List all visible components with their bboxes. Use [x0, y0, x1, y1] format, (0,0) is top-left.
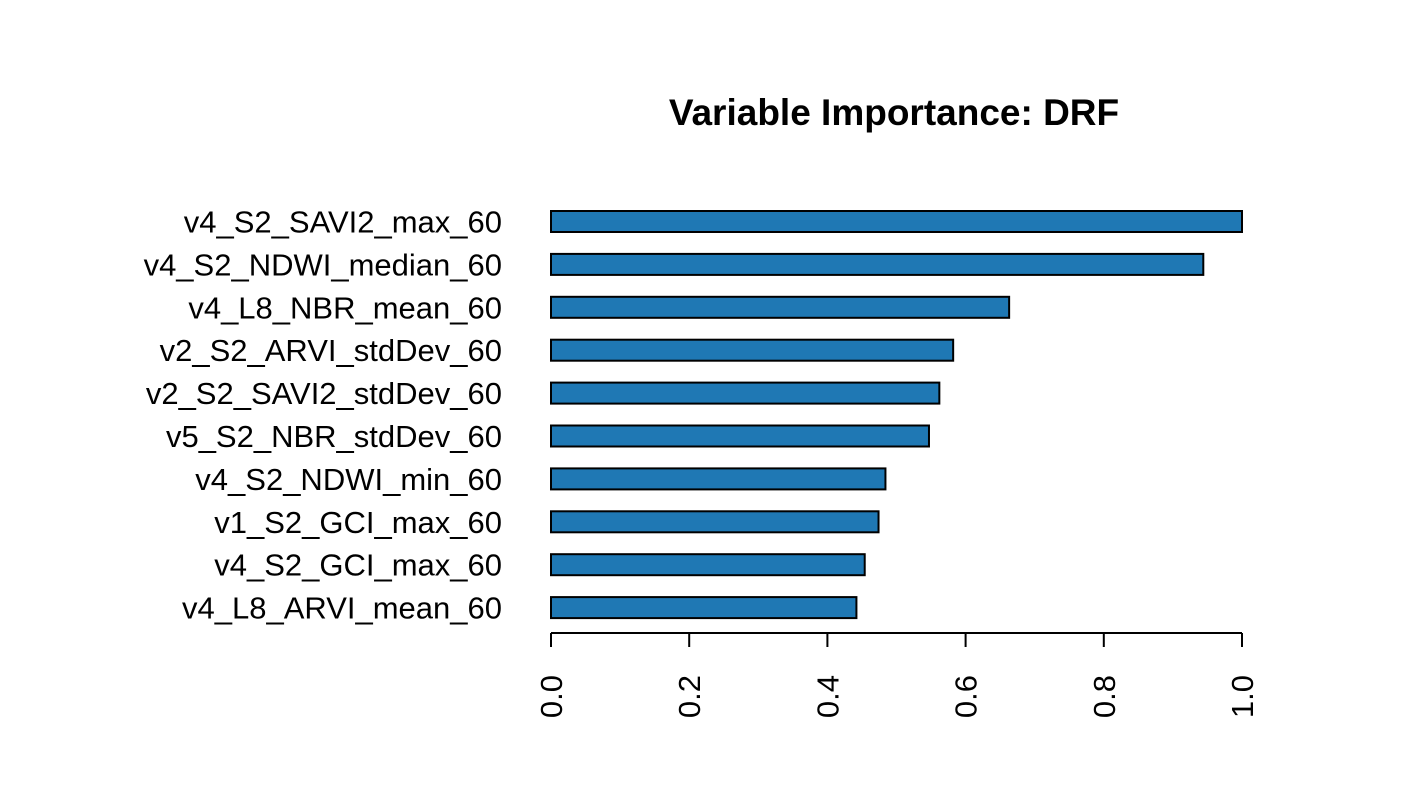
bar: [550, 381, 941, 405]
x-tick-label: 0.0: [534, 675, 569, 718]
category-label: v4_S2_GCI_max_60: [214, 548, 502, 583]
bar: [550, 424, 930, 448]
category-label: v4_L8_NBR_mean_60: [188, 290, 502, 325]
category-label: v5_S2_NBR_stdDev_60: [166, 419, 502, 454]
category-label: v4_S2_NDWI_median_60: [144, 247, 502, 282]
x-tick-label: 0.4: [810, 675, 845, 718]
category-label: v4_S2_NDWI_min_60: [195, 462, 502, 497]
category-label: v4_L8_ARVI_mean_60: [182, 591, 502, 626]
bar: [550, 338, 955, 362]
x-tick-label: 0.6: [949, 675, 984, 718]
x-tick-label: 0.8: [1087, 675, 1122, 718]
category-label: v4_S2_SAVI2_max_60: [184, 205, 502, 240]
x-tick-label: 1.0: [1225, 675, 1260, 718]
x-tick-label: 0.2: [672, 675, 707, 718]
bar: [550, 510, 880, 534]
bars-group: [550, 210, 1243, 620]
bar: [550, 596, 858, 620]
category-label: v2_S2_SAVI2_stdDev_60: [146, 376, 502, 411]
bar: [550, 252, 1205, 276]
bar: [550, 467, 887, 491]
category-labels: v4_S2_SAVI2_max_60 v4_S2_NDWI_median_60 v4…: [144, 205, 502, 626]
x-axis: 0.0 0.2 0.4 0.6 0.8 1.0: [534, 632, 1260, 718]
bar: [550, 210, 1243, 233]
bar: [550, 553, 866, 577]
bar: [550, 295, 1011, 319]
category-label: v2_S2_ARVI_stdDev_60: [160, 333, 502, 368]
category-label: v1_S2_GCI_max_60: [214, 505, 502, 540]
chart-title: Variable Importance: DRF: [669, 92, 1119, 133]
